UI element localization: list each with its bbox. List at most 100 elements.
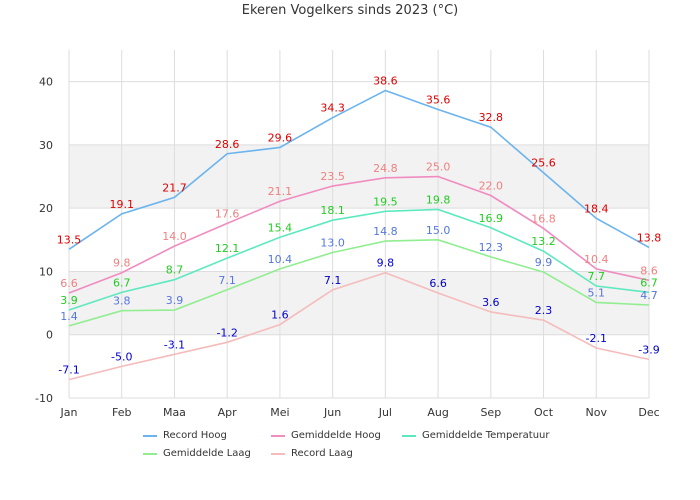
legend: Record Hoog Gemiddelde Hoog Gemiddelde Tem… <box>0 428 700 468</box>
data-label: 10.4 <box>584 253 609 266</box>
data-label: 15.0 <box>426 224 451 237</box>
data-label: 18.1 <box>320 204 345 217</box>
data-label: 25.0 <box>426 161 451 174</box>
x-tick-label: Jan <box>60 406 78 419</box>
data-label: 29.6 <box>268 131 293 144</box>
data-label: 14.0 <box>162 230 187 243</box>
data-label: 13.2 <box>531 235 556 248</box>
data-label: 34.3 <box>320 102 345 115</box>
data-label: 9.8 <box>377 257 395 270</box>
series-line <box>68 208 650 311</box>
shaded-band <box>69 144 649 209</box>
legend-label: Gemiddelde Temperatuur <box>422 430 550 441</box>
data-label: 3.6 <box>482 296 500 309</box>
data-label: 13.8 <box>637 231 662 244</box>
x-tick-label: Feb <box>112 406 131 419</box>
data-label: 18.4 <box>584 202 609 215</box>
series-line <box>68 271 650 381</box>
data-label: -1.2 <box>216 326 237 339</box>
data-label: 1.6 <box>271 309 289 322</box>
series-line <box>68 89 650 250</box>
data-label: 9.8 <box>113 257 131 270</box>
data-label: -2.1 <box>586 332 607 345</box>
data-label: 17.6 <box>215 207 240 220</box>
data-label: 28.6 <box>215 138 240 151</box>
series-line <box>68 175 650 294</box>
data-label: 21.7 <box>162 181 187 194</box>
data-label: 6.6 <box>60 277 78 290</box>
data-label: 6.7 <box>113 276 131 289</box>
y-tick-label: 20 <box>39 202 53 215</box>
data-label: 22.0 <box>479 180 504 193</box>
x-tick-label: Jun <box>323 406 341 419</box>
x-tick-label: Nov <box>586 406 608 419</box>
data-label: 24.8 <box>373 162 398 175</box>
y-tick-label: 0 <box>46 329 53 342</box>
legend-swatch <box>402 434 416 437</box>
data-label: 7.1 <box>324 274 342 287</box>
data-label: 12.3 <box>479 241 504 254</box>
data-label: 8.6 <box>640 264 658 277</box>
legend-swatch <box>271 434 285 437</box>
data-label: 1.4 <box>60 310 78 323</box>
data-label: 32.8 <box>479 111 504 124</box>
data-label: -7.1 <box>58 364 79 377</box>
x-tick-label: Dec <box>638 406 659 419</box>
x-tick-label: Jul <box>378 406 392 419</box>
legend-item: Record Hoog <box>143 430 227 441</box>
x-tick-label: Apr <box>218 406 238 419</box>
data-label: -3.9 <box>638 343 659 356</box>
y-tick-label: 10 <box>39 265 53 278</box>
data-label: 16.9 <box>479 212 504 225</box>
data-label: 3.9 <box>60 294 78 307</box>
y-tick-label: 40 <box>39 76 53 89</box>
legend-swatch <box>143 452 157 455</box>
chart-title: Ekeren Vogelkers sinds 2023 (°C) <box>241 3 459 18</box>
legend-item: Record Laag <box>271 448 353 459</box>
data-label: 10.4 <box>268 253 293 266</box>
legend-item: Gemiddelde Laag <box>143 448 251 459</box>
data-label: 19.8 <box>426 193 451 206</box>
data-label: 19.5 <box>373 195 398 208</box>
data-label: 7.7 <box>588 270 606 283</box>
data-label: 19.1 <box>109 198 134 211</box>
data-label: 14.8 <box>373 225 398 238</box>
data-label: 35.6 <box>426 93 451 106</box>
data-label: 6.7 <box>640 276 658 289</box>
y-tick-label: 30 <box>39 139 53 152</box>
data-label: 3.8 <box>113 295 131 308</box>
legend-label: Record Laag <box>291 448 353 459</box>
series-line <box>68 239 650 327</box>
x-tick-label: Maa <box>163 406 186 419</box>
data-label: 23.5 <box>320 170 345 183</box>
x-tick-label: Mei <box>270 406 289 419</box>
x-tick-label: Oct <box>534 406 554 419</box>
legend-label: Record Hoog <box>163 430 227 441</box>
legend-label: Gemiddelde Hoog <box>291 430 381 441</box>
data-label: 5.1 <box>588 286 606 299</box>
data-label: -5.0 <box>111 350 132 363</box>
data-label: 38.6 <box>373 74 398 87</box>
data-label: 2.3 <box>535 304 553 317</box>
data-label: -3.1 <box>164 338 185 351</box>
data-label: 4.7 <box>640 289 658 302</box>
data-label: 13.5 <box>57 233 82 246</box>
x-tick-label: Sep <box>480 406 501 419</box>
x-tick-label: Aug <box>427 406 448 419</box>
legend-swatch <box>143 434 157 437</box>
y-tick-label: -10 <box>35 392 53 405</box>
data-label: 6.6 <box>429 277 447 290</box>
data-label: 13.0 <box>320 236 345 249</box>
data-label: 12.1 <box>215 242 240 255</box>
legend-item: Gemiddelde Hoog <box>271 430 381 441</box>
legend-swatch <box>271 452 285 455</box>
legend-item: Gemiddelde Temperatuur <box>402 430 549 441</box>
legend-label: Gemiddelde Laag <box>163 448 251 459</box>
data-label: 7.1 <box>218 274 236 287</box>
data-label: 25.6 <box>531 157 556 170</box>
data-label: 21.1 <box>268 185 293 198</box>
data-label: 15.4 <box>268 221 293 234</box>
data-label: 8.7 <box>166 264 184 277</box>
data-label: 16.8 <box>531 212 556 225</box>
